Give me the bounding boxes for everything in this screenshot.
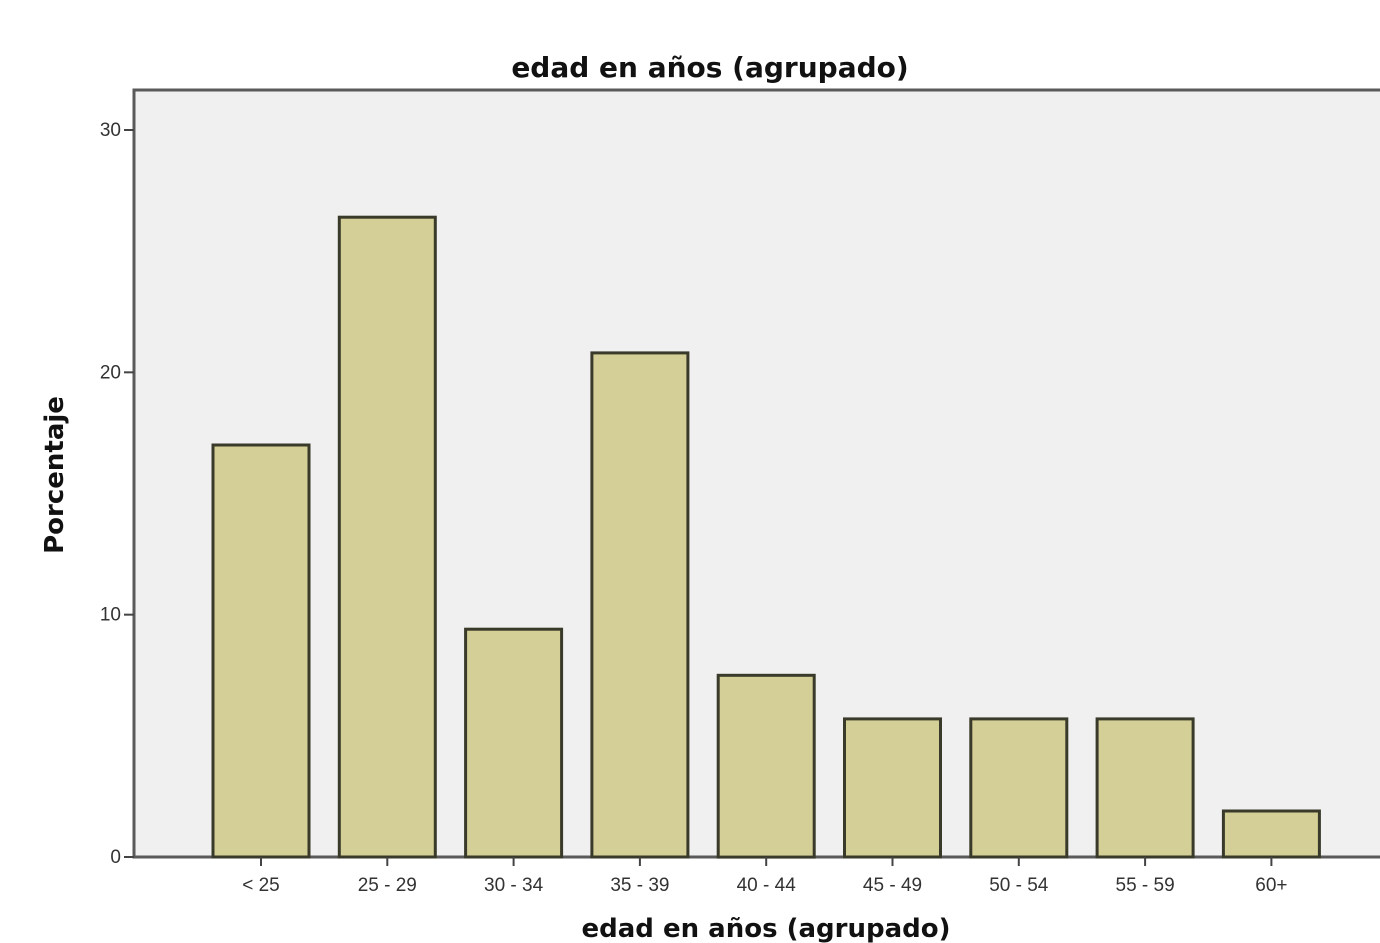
bar [337,215,437,859]
x-tick-label: 35 - 39 [610,875,669,896]
x-tick-label: < 25 [242,875,280,896]
x-tick-label: 25 - 29 [358,875,417,896]
x-tick-label: 60+ [1255,875,1287,896]
x-tick-label: 55 - 59 [1116,875,1175,896]
x-tick-label: 40 - 44 [737,875,797,896]
bar [464,627,564,859]
y-tick-label: 0 [110,847,121,868]
y-tick-label: 20 [100,362,121,383]
x-tick-label: 45 - 49 [863,875,922,896]
bar [590,351,690,859]
bar [716,673,816,859]
y-tick-label: 30 [100,120,121,141]
bar [1095,717,1195,859]
x-axis-label: edad en años (agrupado) [582,914,951,943]
y-axis: 0 10 20 30 [100,120,134,868]
bar [1221,809,1321,859]
bar [211,443,311,859]
y-tick-label: 10 [100,605,121,626]
chart-title: edad en años (agrupado) [511,51,908,84]
x-axis: < 25 25 - 29 30 - 34 35 - 39 40 - 44 45 - 49 5… [242,857,1288,896]
y-axis-label: Porcentaje [40,396,70,554]
x-tick-label: 30 - 34 [484,875,544,896]
bar [843,717,942,859]
bar [969,717,1069,859]
x-tick-label: 50 - 54 [989,875,1049,896]
